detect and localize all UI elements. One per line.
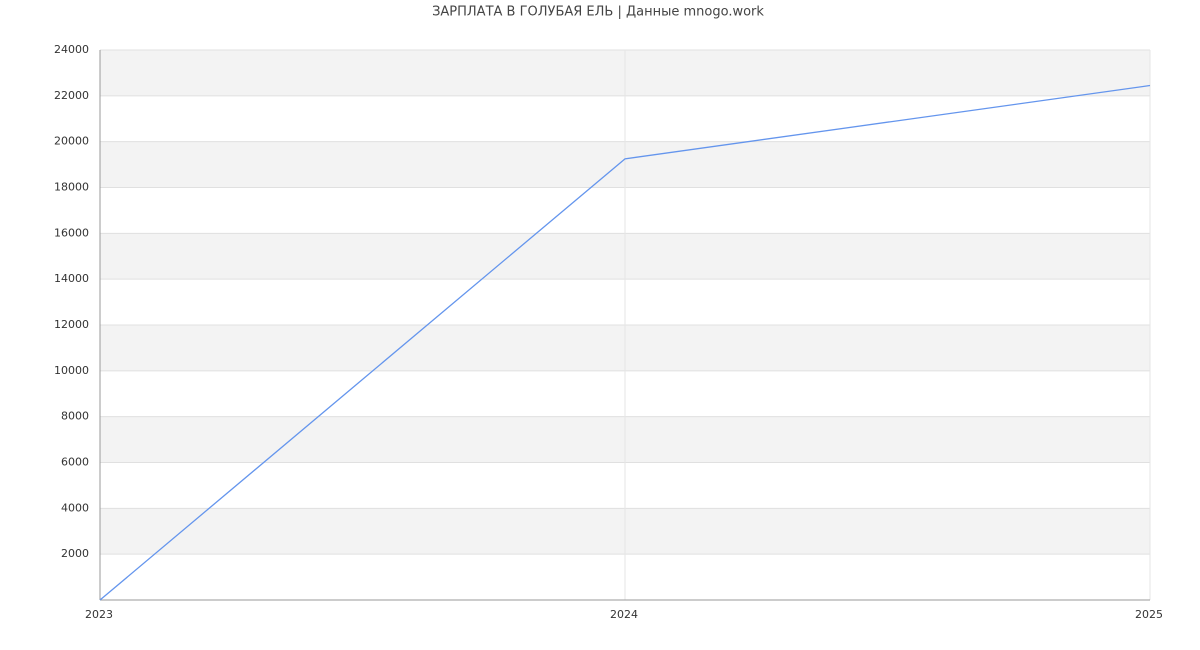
y-tick-label: 14000 [54, 272, 89, 285]
y-tick-label: 6000 [61, 456, 89, 469]
y-tick-label: 18000 [54, 181, 89, 194]
y-tick-label: 16000 [54, 226, 89, 239]
y-tick-label: 4000 [61, 501, 89, 514]
data-line [99, 84, 1151, 601]
chart-title: ЗАРПЛАТА В ГОЛУБАЯ ЕЛЬ | Данные mnogo.wo… [432, 5, 764, 20]
y-tick-label: 10000 [54, 364, 89, 377]
x-tick-label: 2024 [610, 608, 638, 621]
y-tick-label: 24000 [54, 43, 89, 56]
x-tick-label: 2025 [1135, 608, 1163, 621]
y-tick-label: 2000 [61, 547, 89, 560]
y-tick-label: 22000 [54, 89, 89, 102]
y-tick-label: 8000 [61, 410, 89, 423]
y-tick-label: 20000 [54, 135, 89, 148]
y-tick-label: 12000 [54, 318, 89, 331]
x-tick-label: 2023 [85, 608, 113, 621]
